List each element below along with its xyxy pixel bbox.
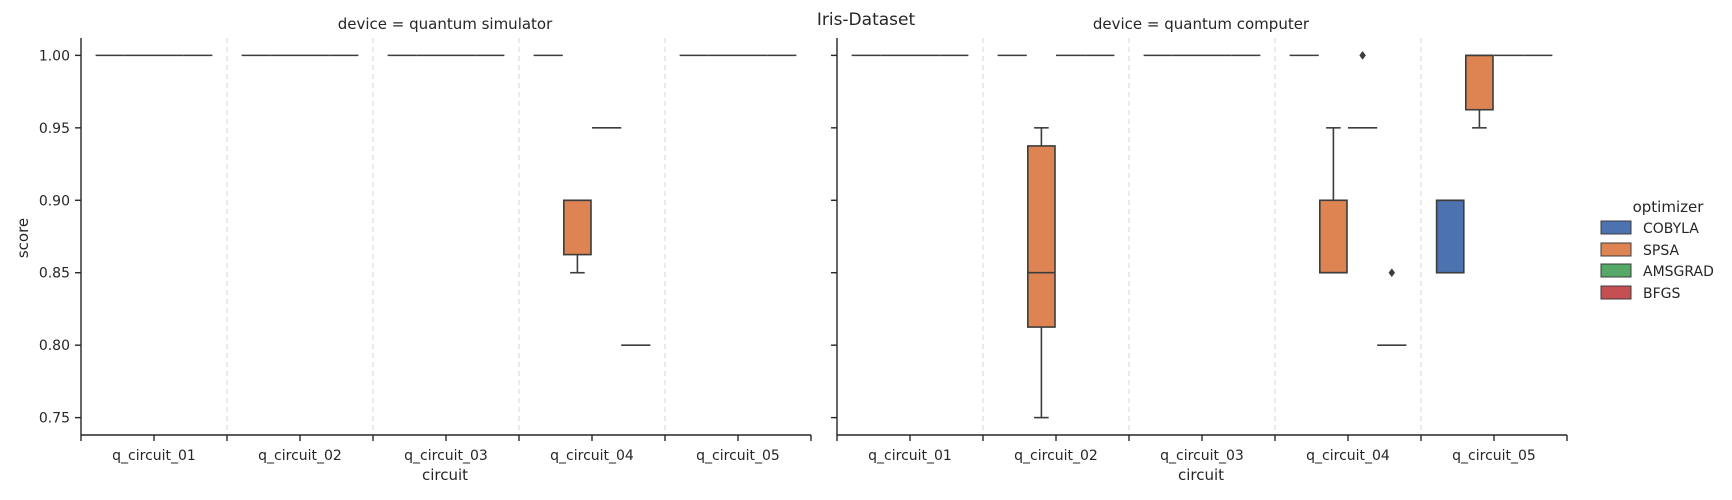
x-tick-label: q_circuit_03: [1160, 448, 1244, 464]
x-tick-label: q_circuit_04: [550, 448, 634, 464]
chart-title: Iris-Dataset: [817, 10, 916, 30]
y-tick-label: 0.95: [39, 121, 70, 137]
x-tick-label: q_circuit_04: [1306, 448, 1390, 464]
legend-swatch-spsa: [1600, 242, 1632, 257]
box-spsa-q_circuit_02: [1027, 127, 1056, 419]
legend-swatch-amsgrad: [1600, 263, 1632, 278]
x-tick-label: q_circuit_01: [112, 448, 196, 464]
box-bfgs-q_circuit_04: [1377, 268, 1407, 346]
legend-label-cobyla: COBYLA: [1643, 221, 1699, 237]
x-axis-label: circuit: [422, 466, 468, 484]
y-tick-label: 0.80: [39, 338, 70, 354]
x-tick-label: q_circuit_05: [1452, 448, 1536, 464]
box-amsgrad-q_circuit_04: [1348, 50, 1378, 129]
x-tick-label: q_circuit_05: [696, 448, 780, 464]
legend-item-bfgs: BFGS: [1600, 285, 1681, 302]
box-spsa-q_circuit_05: [1465, 54, 1494, 129]
x-tick-label: q_circuit_01: [868, 448, 952, 464]
iqr-box: [562, 199, 592, 256]
legend-label-spsa: SPSA: [1643, 243, 1679, 259]
x-axis-label: circuit: [1178, 466, 1224, 484]
x-tick-label: q_circuit_03: [404, 448, 488, 464]
iqr-box: [1319, 199, 1348, 274]
panel-quantum-simulator: device = quantum simulator circuit 0.75 0…: [39, 15, 812, 484]
legend-label-bfgs: BFGS: [1643, 286, 1681, 302]
legend-swatch-cobyla: [1600, 220, 1632, 235]
x-tick-label: q_circuit_02: [258, 448, 342, 464]
legend-swatch-bfgs: [1600, 285, 1632, 300]
legend-item-cobyla: COBYLA: [1600, 220, 1699, 237]
legend-title: optimizer: [1633, 198, 1705, 216]
iqr-box: [1435, 199, 1465, 274]
y-tick-label: 1.00: [39, 48, 70, 64]
x-tick-label: q_circuit_02: [1014, 448, 1098, 464]
y-tick-label: 0.90: [39, 193, 70, 209]
outlier-marker: [1359, 50, 1366, 60]
legend-item-spsa: SPSA: [1600, 242, 1679, 259]
y-tick-label: 0.85: [39, 266, 70, 282]
panel-title: device = quantum simulator: [338, 15, 553, 33]
iqr-box: [1027, 145, 1056, 328]
y-tick-label: 0.75: [39, 411, 70, 427]
panel-quantum-computer: device = quantum computer circuit q_circ…: [831, 15, 1568, 484]
iqr-box: [1465, 54, 1494, 111]
panel-title: device = quantum computer: [1093, 15, 1310, 33]
legend-label-amsgrad: AMSGRAD: [1643, 264, 1714, 280]
outlier-marker: [1388, 268, 1396, 278]
box-spsa-q_circuit_04: [562, 199, 592, 274]
legend: optimizer COBYLA SPSA AMSGRAD BFGS: [1600, 198, 1714, 302]
legend-item-amsgrad: AMSGRAD: [1600, 263, 1714, 280]
box-cobyla-q_circuit_05: [1435, 199, 1465, 274]
y-axis-label: score: [14, 218, 32, 258]
box-spsa-q_circuit_04: [1319, 127, 1348, 274]
